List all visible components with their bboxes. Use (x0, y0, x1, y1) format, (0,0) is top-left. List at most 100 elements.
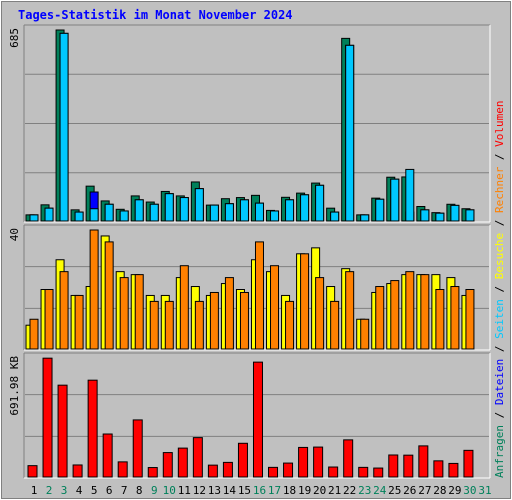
bar-volumen-day-27 (418, 445, 429, 478)
x-tick-label-day-10: 10 (163, 484, 176, 497)
bar-rechner-day-10 (164, 300, 174, 350)
bar-rechner-day-5 (89, 229, 99, 350)
legend-item-7: / (493, 213, 506, 233)
bar-seiten-day-5 (89, 208, 99, 222)
bar-seiten-day-4 (74, 211, 84, 222)
bar-volumen-day-20 (313, 446, 324, 478)
chart-title: Tages-Statistik im Monat November 2024 (18, 8, 293, 22)
bar-rechner-day-2 (44, 289, 54, 350)
x-tick-label-day-19: 19 (298, 484, 311, 497)
bar-rechner-day-14 (224, 277, 234, 350)
bar-rechner-day-4 (74, 294, 84, 350)
x-tick-label-day-22: 22 (343, 484, 356, 497)
bar-rechner-day-8 (134, 274, 144, 350)
legend-item-10: Volumen (493, 100, 506, 146)
bar-seiten-day-20 (315, 184, 325, 222)
bar-rechner-day-29 (450, 286, 460, 350)
x-tick-label-day-29: 29 (448, 484, 461, 497)
panel-top (23, 24, 491, 223)
bar-seiten-day-16 (254, 202, 264, 222)
x-tick-label-day-21: 21 (328, 484, 341, 497)
x-tick-label-day-31: 31 (478, 484, 491, 497)
bar-seiten-day-22 (345, 44, 355, 222)
y-max-label-top: 685 (8, 28, 21, 48)
bar-volumen-day-2 (42, 357, 53, 478)
bar-seiten-day-17 (270, 210, 280, 222)
x-tick-label-day-16: 16 (253, 484, 266, 497)
x-tick-label-day-1: 1 (31, 484, 38, 497)
bar-rechner-day-20 (315, 277, 325, 350)
bar-seiten-day-30 (465, 209, 475, 222)
bar-volumen-day-24 (373, 467, 384, 478)
bar-seiten-day-3 (59, 32, 69, 222)
x-tick-label-day-26: 26 (403, 484, 416, 497)
legend-item-0: Anfragen (493, 425, 506, 478)
legend-item-4: Seiten (493, 299, 506, 339)
bar-rechner-day-6 (104, 241, 114, 350)
bar-rechner-day-28 (435, 289, 445, 350)
bar-seiten-day-12 (194, 188, 204, 222)
panel-bottom (23, 352, 491, 479)
bar-volumen-day-26 (403, 454, 414, 478)
bar-seiten-day-6 (104, 203, 114, 222)
bar-volumen-day-18 (283, 462, 294, 478)
bar-rechner-day-16 (254, 241, 264, 350)
bar-rechner-day-24 (375, 286, 385, 350)
x-tick-label-day-30: 30 (463, 484, 476, 497)
legend-item-8: Rechner (493, 166, 506, 213)
bar-volumen-day-22 (343, 439, 354, 478)
panel-middle (23, 224, 491, 351)
chart-panels (23, 24, 491, 479)
bar-seiten-day-7 (119, 210, 129, 222)
x-tick-label-day-15: 15 (238, 484, 251, 497)
bar-seiten-day-18 (285, 199, 295, 222)
bar-seiten-day-28 (435, 212, 445, 222)
x-tick-label-day-17: 17 (268, 484, 281, 497)
bar-rechner-day-23 (360, 318, 370, 350)
legend-text: Anfragen / Dateien / Seiten / Besuche / … (493, 100, 506, 478)
bar-volumen-day-17 (268, 466, 279, 478)
x-tick-label-day-3: 3 (61, 484, 68, 497)
legend-item-3: / (493, 339, 506, 359)
bar-seiten-day-24 (375, 198, 385, 222)
bar-rechner-day-25 (390, 280, 400, 350)
legend-item-1: / (493, 405, 506, 425)
bar-seiten-day-21 (330, 211, 340, 222)
bar-rechner-day-18 (285, 300, 295, 350)
x-tick-label-day-7: 7 (121, 484, 128, 497)
bar-seiten-day-11 (179, 197, 189, 222)
x-tick-label-day-6: 6 (106, 484, 113, 497)
bar-seiten-day-8 (134, 199, 144, 222)
bar-volumen-day-3 (57, 384, 68, 478)
bar-seiten-day-29 (450, 204, 460, 222)
legend: Anfragen / Dateien / Seiten / Besuche / … (493, 100, 506, 478)
bar-volumen-day-30 (463, 449, 474, 478)
x-tick-label-day-27: 27 (418, 484, 431, 497)
bar-volumen-day-15 (237, 442, 248, 478)
bar-volumen-day-29 (448, 462, 459, 478)
bar-volumen-day-21 (328, 466, 339, 478)
bar-seiten-day-14 (224, 203, 234, 222)
x-tick-label-day-9: 9 (151, 484, 158, 497)
bar-volumen-day-28 (433, 460, 444, 478)
bar-seiten-day-23 (360, 214, 370, 222)
bar-rechner-day-22 (345, 271, 355, 350)
y-axis-labels: 685 40 691.98 KB (8, 28, 21, 416)
x-tick-label-day-4: 4 (76, 484, 83, 497)
bar-rechner-day-11 (179, 265, 189, 350)
legend-item-5: / (493, 279, 506, 299)
bar-rechner-day-15 (239, 291, 249, 350)
bar-volumen-day-1 (27, 465, 38, 478)
bar-volumen-day-7 (117, 461, 128, 478)
bar-rechner-day-7 (119, 277, 129, 350)
x-tick-label-day-12: 12 (193, 484, 206, 497)
x-tick-label-day-5: 5 (91, 484, 98, 497)
x-tick-label-day-8: 8 (136, 484, 143, 497)
bar-volumen-day-23 (358, 466, 369, 478)
bar-volumen-day-10 (162, 452, 173, 478)
bar-volumen-day-6 (102, 433, 113, 478)
bar-seiten-day-26 (405, 168, 415, 222)
bar-volumen-day-9 (147, 467, 158, 478)
x-tick-label-day-11: 11 (178, 484, 191, 497)
